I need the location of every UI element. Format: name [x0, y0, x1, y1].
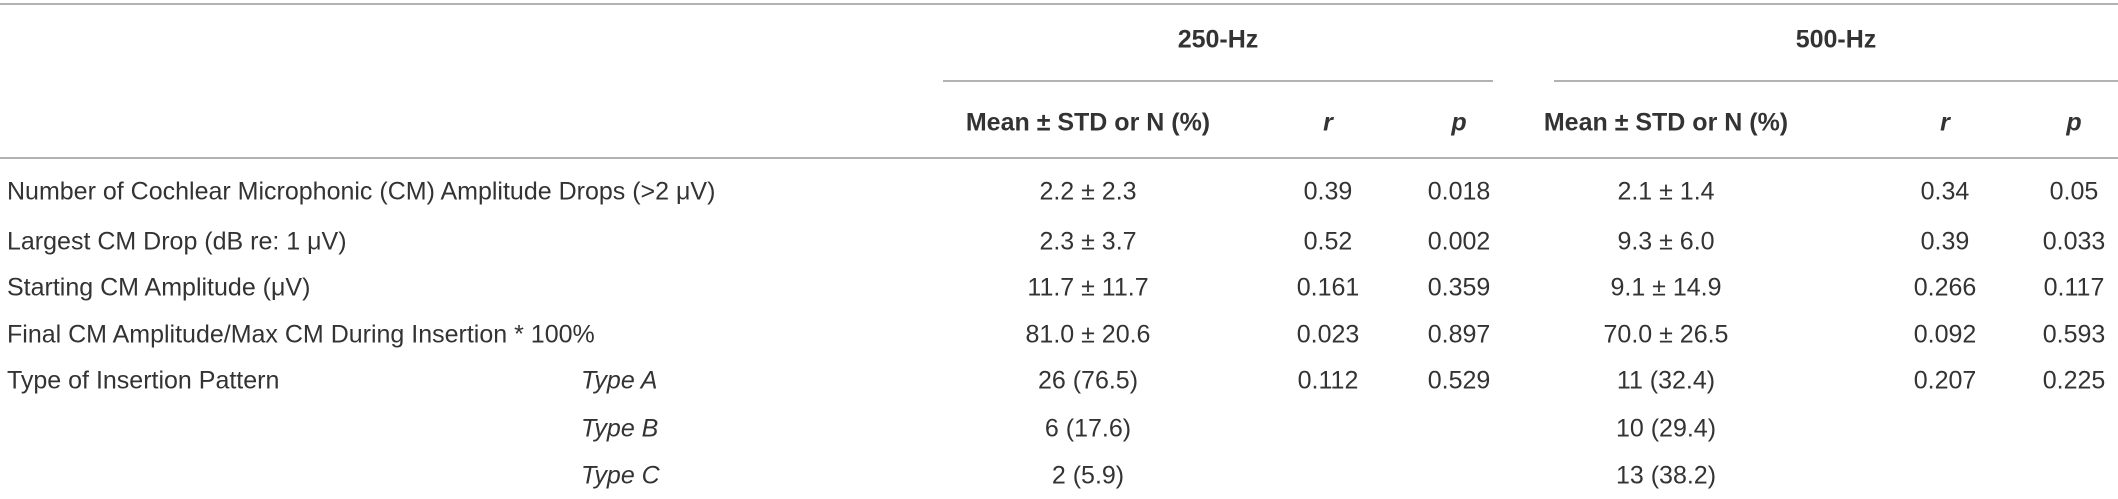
- cell: 0.39: [1921, 228, 1970, 256]
- group-header: 500-Hz: [1796, 26, 1877, 54]
- row-label: Starting CM Amplitude (μV): [7, 274, 310, 302]
- cell: 0.092: [1914, 321, 1977, 349]
- cell: 26 (76.5): [1038, 367, 1138, 395]
- column-header: r: [1323, 109, 1334, 137]
- cell: 0.529: [1428, 367, 1491, 395]
- cell: 0.897: [1428, 321, 1491, 349]
- column-header: r: [1940, 109, 1951, 137]
- cell: 11 (32.4): [1617, 367, 1715, 395]
- cell: 2 (5.9): [1052, 462, 1124, 490]
- column-header: Mean ± STD or N (%): [966, 109, 1210, 137]
- cell: 70.0 ± 26.5: [1604, 321, 1729, 349]
- cell: 0.593: [2043, 321, 2106, 349]
- cell: 0.52: [1304, 228, 1353, 256]
- cell: 0.225: [2043, 367, 2106, 395]
- column-header: p: [1450, 109, 1466, 137]
- cell: 0.117: [2044, 274, 2105, 302]
- group-header: 250-Hz: [1178, 26, 1259, 54]
- cell: 10 (29.4): [1616, 415, 1716, 443]
- row-label: Final CM Amplitude/Max CM During Inserti…: [7, 321, 595, 349]
- cell: 9.3 ± 6.0: [1617, 228, 1714, 256]
- row-label: Type of Insertion Pattern: [7, 367, 279, 395]
- cell: 2.2 ± 2.3: [1039, 178, 1136, 206]
- cell: 0.34: [1921, 178, 1970, 206]
- cell: 2.3 ± 3.7: [1039, 228, 1136, 256]
- cell: 0.207: [1914, 367, 1977, 395]
- cell: 0.266: [1914, 274, 1977, 302]
- cell: 81.0 ± 20.6: [1026, 321, 1151, 349]
- row-sublabel: Type B: [581, 415, 658, 443]
- column-header: p: [2065, 109, 2081, 137]
- cell: 0.033: [2043, 228, 2106, 256]
- cell: 6 (17.6): [1045, 415, 1131, 443]
- cell: 0.002: [1428, 228, 1491, 256]
- row-label: Largest CM Drop (dB re: 1 μV): [7, 228, 347, 256]
- column-header: Mean ± STD or N (%): [1544, 109, 1788, 137]
- cell: 9.1 ± 14.9: [1610, 274, 1721, 302]
- cell: 0.359: [1428, 274, 1491, 302]
- cell: 0.161: [1297, 274, 1360, 302]
- row-sublabel: Type A: [581, 367, 657, 395]
- row-label: Number of Cochlear Microphonic (CM) Ampl…: [7, 178, 715, 206]
- cell: 0.05: [2050, 178, 2099, 206]
- cell: 11.7 ± 11.7: [1027, 274, 1148, 302]
- cell: 2.1 ± 1.4: [1617, 178, 1714, 206]
- cell: 0.39: [1304, 178, 1353, 206]
- cell: 0.112: [1298, 367, 1359, 395]
- cell: 0.023: [1297, 321, 1360, 349]
- cell: 13 (38.2): [1616, 462, 1716, 490]
- cell: 0.018: [1428, 178, 1491, 206]
- row-sublabel: Type C: [581, 462, 661, 490]
